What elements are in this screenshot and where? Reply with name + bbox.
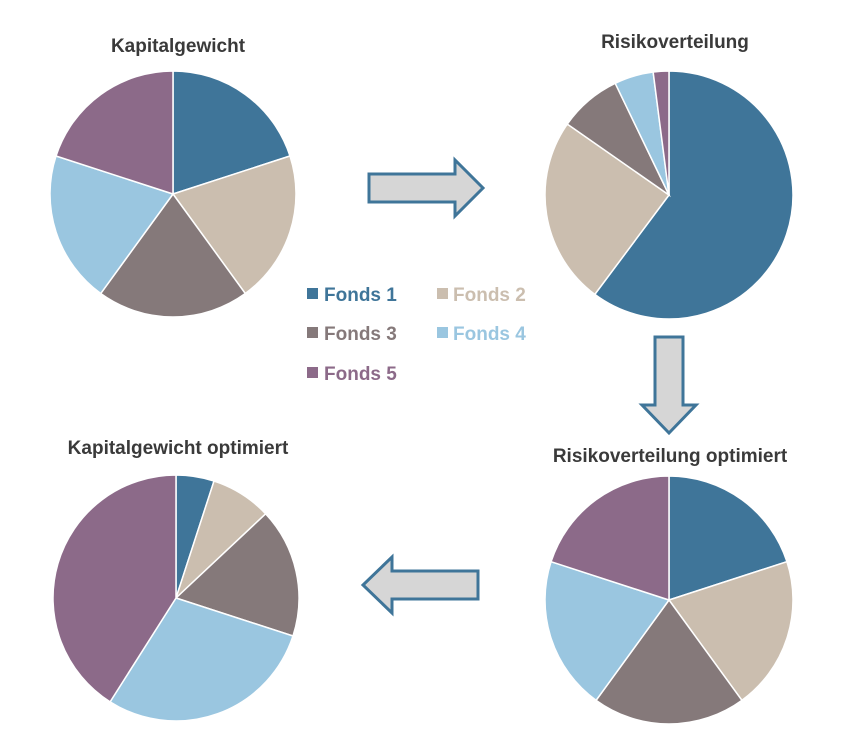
- arrow-down-icon: [638, 335, 700, 436]
- pie-slice-fonds-1: [172, 70, 291, 196]
- pie-slice-fonds-2: [171, 155, 297, 295]
- pie-slice-fonds-1: [593, 70, 794, 320]
- pie-slice-fonds-3: [595, 598, 743, 725]
- legend-swatch: [437, 327, 448, 338]
- arrow-left-icon: [360, 553, 480, 617]
- pie-slice-fonds-4: [49, 155, 175, 295]
- pie-chart-risikoverteilung: Risikoverteilung: [544, 32, 794, 320]
- legend-label: Fonds 5: [324, 364, 397, 385]
- legend-label: Fonds 2: [453, 285, 526, 306]
- chart-title: Kapitalgewicht optimiert: [68, 438, 289, 459]
- pie-slice-fonds-3: [174, 512, 300, 637]
- pie-slice-fonds-2: [667, 560, 794, 702]
- pie-slice-fonds-5: [652, 70, 670, 196]
- pie-slice-fonds-4: [109, 597, 294, 722]
- pie-chart-risikoverteilung-optimiert: Risikoverteilung optimiert: [544, 446, 794, 725]
- pie-slice-fonds-2: [544, 123, 671, 296]
- pie-slice-fonds-5: [55, 70, 174, 196]
- chart-title: Kapitalgewicht: [111, 36, 246, 57]
- pie-slice-fonds-5: [550, 475, 670, 602]
- legend-item-fonds-5: Fonds 5: [307, 364, 397, 385]
- legend-swatch: [307, 288, 318, 299]
- legend-label: Fonds 1: [324, 285, 397, 306]
- pie-slice-fonds-5: [52, 474, 177, 703]
- legend-item-fonds-4: Fonds 4: [437, 324, 526, 345]
- pie-slice-fonds-3: [99, 192, 247, 318]
- legend-swatch: [437, 288, 448, 299]
- legend: Fonds 1 Fonds 2 Fonds 3 Fonds 4 Fonds 5: [307, 285, 526, 385]
- pie-slice-fonds-4: [544, 560, 671, 702]
- legend-item-fonds-1: Fonds 1: [307, 285, 397, 306]
- pie-chart-kapitalgewicht: Kapitalgewicht: [49, 36, 297, 318]
- chart-title: Risikoverteilung optimiert: [553, 446, 788, 467]
- legend-label: Fonds 3: [324, 324, 397, 345]
- arrow-right-icon: [367, 156, 486, 220]
- legend-item-fonds-2: Fonds 2: [437, 285, 526, 306]
- pie-slice-fonds-1: [668, 475, 788, 602]
- legend-label: Fonds 4: [453, 324, 526, 345]
- pie-chart-kapitalgewicht-optimiert: Kapitalgewicht optimiert: [52, 438, 300, 722]
- chart-title: Risikoverteilung: [601, 32, 749, 53]
- legend-swatch: [307, 367, 318, 378]
- legend-swatch: [307, 327, 318, 338]
- legend-item-fonds-3: Fonds 3: [307, 324, 397, 345]
